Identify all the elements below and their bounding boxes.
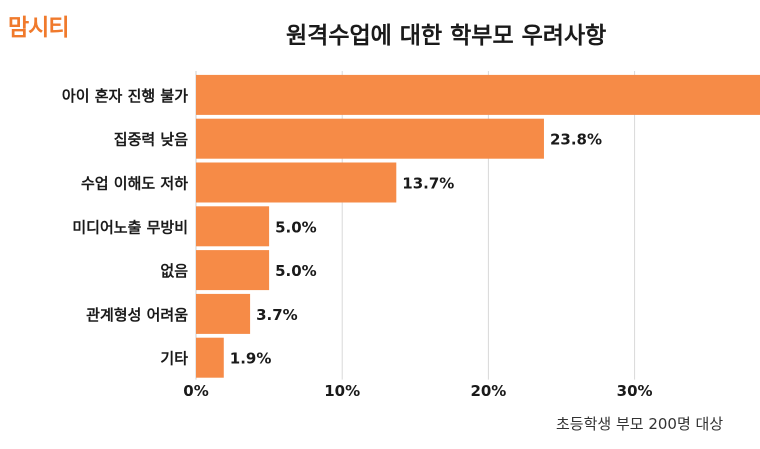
data-label: 5.0% [275, 262, 317, 280]
category-label: 기타 [160, 350, 188, 368]
bar [196, 293, 251, 334]
data-label: 1.9% [230, 350, 272, 368]
brand-logo: 맘시티 [8, 15, 69, 41]
category-label: 관계형성 어려움 [86, 306, 188, 324]
bar [196, 74, 760, 115]
bar [196, 162, 397, 203]
bar [196, 206, 270, 247]
bar [196, 250, 270, 291]
data-label: 13.7% [402, 175, 454, 193]
category-label: 없음 [160, 262, 188, 280]
x-tick-label: 10% [324, 382, 360, 400]
x-tick-label: 30% [617, 382, 653, 400]
bar [196, 118, 544, 159]
data-label: 5.0% [275, 218, 317, 236]
chart-note: 초등학생 부모 200명 대상 [556, 415, 724, 433]
category-label: 아이 혼자 진행 불가 [62, 87, 188, 105]
category-label: 집중력 낮음 [114, 131, 188, 149]
x-tick-label: 0% [183, 382, 208, 400]
bars [196, 74, 760, 378]
chart-title: 원격수업에 대한 학부모 우려사항 [286, 23, 607, 49]
category-label: 미디어노출 무방비 [72, 218, 188, 236]
data-label: 23.8% [550, 131, 602, 149]
bar [196, 337, 224, 378]
category-label: 수업 이해도 저하 [81, 175, 188, 193]
data-label: 3.7% [256, 306, 298, 324]
x-tick-label: 20% [470, 382, 506, 400]
